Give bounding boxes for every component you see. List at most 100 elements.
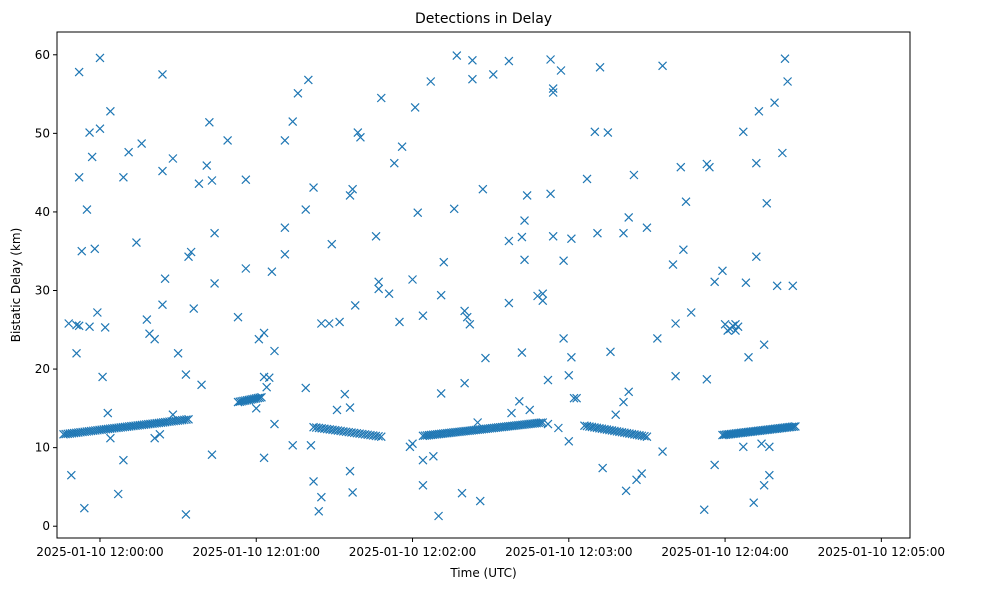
detection-point <box>184 252 193 262</box>
detection-point <box>548 88 558 97</box>
detection-point <box>754 106 764 116</box>
detection-point <box>686 308 696 317</box>
detection-point <box>340 389 350 399</box>
detection-point <box>468 55 477 65</box>
detection-point <box>642 432 652 442</box>
detection-point <box>744 352 753 362</box>
detection-point <box>572 393 582 403</box>
detection-point <box>207 450 217 460</box>
detection-point <box>270 346 279 356</box>
y-tick-label: 20 <box>35 362 50 376</box>
detection-point <box>345 191 355 200</box>
detection-point <box>259 328 269 338</box>
detection-point <box>288 117 298 126</box>
detection-point <box>158 70 167 79</box>
detection-point <box>251 403 261 413</box>
detection-point <box>280 223 290 233</box>
detection-point <box>301 383 311 393</box>
detection-point <box>233 397 243 407</box>
detection-point <box>309 183 318 192</box>
y-tick-label: 30 <box>35 284 50 298</box>
detection-point <box>301 205 311 214</box>
detection-point <box>738 442 748 452</box>
detection-point <box>624 213 634 222</box>
detection-point <box>517 348 527 357</box>
detection-point <box>640 431 649 441</box>
detection-point <box>374 431 383 441</box>
chart-title: Detections in Delay <box>415 11 552 27</box>
detection-point <box>241 264 251 273</box>
detection-point <box>757 439 766 449</box>
detection-point <box>184 414 193 424</box>
detection-point <box>426 77 436 86</box>
detection-point <box>457 488 467 498</box>
detection-point <box>710 277 720 287</box>
detection-point <box>242 395 252 405</box>
detection-point <box>384 289 394 299</box>
detection-point <box>658 447 667 456</box>
detection-point <box>92 308 102 317</box>
detection-point <box>507 408 516 418</box>
x-tick-label: 2025-01-10 12:04:00 <box>661 545 788 559</box>
detection-point <box>98 372 108 382</box>
detection-point <box>309 477 318 486</box>
detection-point <box>155 429 165 439</box>
detection-point <box>74 172 84 182</box>
detection-point <box>95 124 105 134</box>
detection-point <box>142 315 152 324</box>
detection-point <box>376 432 386 442</box>
detection-point <box>504 298 514 308</box>
x-tick-label: 2025-01-10 12:02:00 <box>349 545 476 559</box>
detection-point <box>118 172 128 182</box>
detection-point <box>72 320 81 330</box>
detection-point <box>460 378 470 388</box>
detection-point <box>210 279 220 288</box>
detection-point <box>207 176 217 185</box>
detection-point <box>327 239 337 249</box>
x-tick-label: 2025-01-10 12:01:00 <box>193 545 320 559</box>
detection-point <box>74 67 84 77</box>
detection-point <box>202 161 212 170</box>
detection-point <box>658 61 667 71</box>
detection-point <box>436 389 446 398</box>
detection-point <box>504 56 514 66</box>
detection-point <box>764 442 774 452</box>
detection-point <box>79 503 89 513</box>
detection-point <box>787 422 797 432</box>
detection-point <box>619 228 628 238</box>
detection-point <box>788 281 798 291</box>
detection-point <box>418 480 428 490</box>
detection-point <box>254 334 264 344</box>
detection-point <box>543 419 553 429</box>
detection-point <box>611 410 621 420</box>
detection-point <box>538 289 548 299</box>
y-tick-label: 60 <box>35 48 50 62</box>
detection-point <box>371 231 381 241</box>
detection-point <box>777 148 787 158</box>
detection-point <box>248 394 257 404</box>
detection-point <box>598 463 608 473</box>
detection-point <box>410 103 420 112</box>
detection-point <box>733 322 743 332</box>
detection-point <box>353 128 363 137</box>
detection-point <box>702 374 712 384</box>
detection-point <box>259 453 269 463</box>
detection-point <box>606 347 615 357</box>
detection-point <box>434 511 443 521</box>
detection-point <box>158 166 167 176</box>
detection-point <box>475 496 485 506</box>
detection-point <box>374 277 384 287</box>
detection-point <box>678 245 688 255</box>
detection-point <box>264 373 274 383</box>
detection-point <box>168 154 178 163</box>
detection-point <box>566 352 576 362</box>
detection-point <box>235 397 245 407</box>
detection-point <box>249 394 259 404</box>
detection-point <box>376 93 386 103</box>
detection-point <box>671 319 681 328</box>
detection-point <box>699 505 709 515</box>
detection-point <box>564 370 574 380</box>
detection-point <box>303 75 313 85</box>
detection-point <box>223 136 233 145</box>
detection-point <box>642 223 652 233</box>
